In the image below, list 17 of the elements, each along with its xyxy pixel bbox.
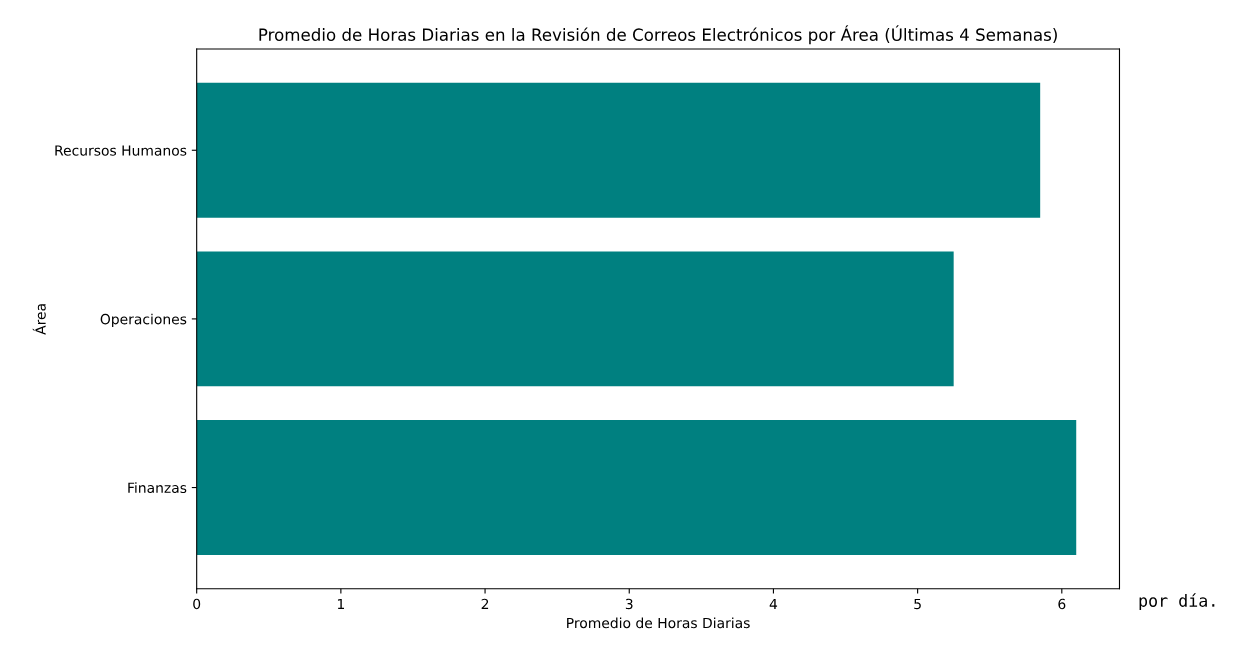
x-tick-label: 5: [914, 598, 921, 610]
y-tick-label: Recursos Humanos: [55, 145, 187, 156]
bar: [196, 420, 1077, 556]
chart-title: Promedio de Horas Diarias en la Revisión de Correos Electrónicos por Área (Últimas 4 Semanas): [259, 25, 1057, 45]
bar: [196, 82, 1041, 218]
y-tick-label: Finanzas: [128, 482, 187, 494]
x-tick-label: 2: [481, 598, 489, 610]
x-tick-label: 3: [625, 598, 633, 610]
x-axis-title: Promedio de Horas Diarias: [567, 617, 750, 629]
y-tick-label: Operaciones: [100, 313, 187, 328]
x-tick-label: 6: [1058, 598, 1066, 610]
x-tick-label: 4: [769, 598, 778, 610]
x-tick-label: 0: [193, 598, 201, 610]
x-tick-label: 1: [337, 598, 345, 610]
text: por día.: [1139, 593, 1215, 611]
bar: [196, 251, 954, 387]
y-axis-title: Área: [32, 304, 46, 335]
